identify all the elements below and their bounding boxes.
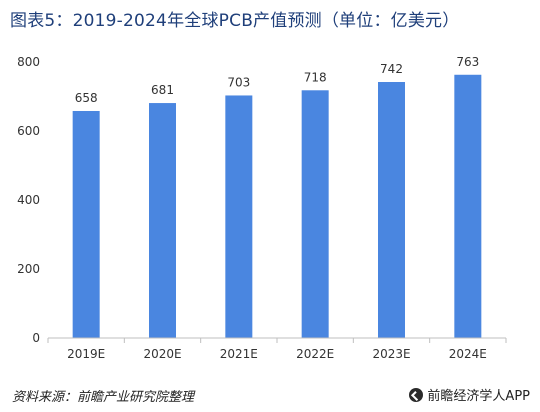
- x-tick-label: 2019E: [67, 347, 105, 361]
- brand-label: 前瞻经济学人APP: [427, 389, 530, 404]
- bar: [72, 110, 100, 339]
- data-label: 718: [304, 70, 327, 84]
- y-axis: 0 200 400 600 800: [17, 55, 40, 345]
- data-label: 742: [380, 62, 403, 76]
- x-axis: 2019E 2020E 2021E 2022E 2023E 2024E: [47, 337, 507, 361]
- y-tick-label: 800: [17, 55, 40, 69]
- brand-credit: 前瞻经济学人APP: [409, 385, 530, 404]
- data-label: 658: [75, 91, 98, 105]
- source-note: 资料来源：前瞻产业研究院整理: [12, 390, 195, 405]
- data-label: 703: [227, 75, 250, 89]
- y-tick-label: 400: [17, 193, 40, 207]
- bar: [225, 95, 253, 338]
- x-tick-label: 2022E: [296, 347, 334, 361]
- bar: [454, 74, 482, 338]
- y-tick-label: 0: [32, 331, 40, 345]
- y-tick-label: 200: [17, 262, 40, 276]
- x-tick-label: 2024E: [449, 347, 487, 361]
- bar-series: [72, 74, 482, 339]
- data-label: 763: [456, 55, 479, 69]
- bar: [378, 82, 405, 338]
- chart-title: 图表5：2019-2024年全球PCB产值预测（单位：亿美元）: [10, 11, 460, 31]
- x-tick-label: 2023E: [372, 347, 410, 361]
- y-tick-label: 600: [17, 124, 40, 138]
- brand-icon: [409, 387, 424, 402]
- x-tick-label: 2021E: [220, 347, 258, 361]
- data-label: 681: [151, 83, 174, 97]
- x-tick-label: 2020E: [143, 347, 181, 361]
- bar: [301, 90, 329, 338]
- data-labels: 658 681 703 718 742 763: [75, 55, 480, 105]
- bar: [149, 103, 176, 339]
